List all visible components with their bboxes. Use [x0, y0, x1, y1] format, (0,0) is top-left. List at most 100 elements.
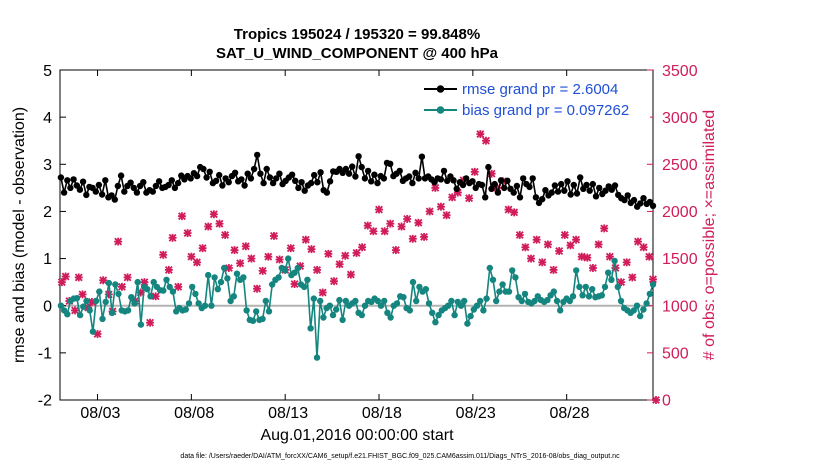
- y-axis-label: rmse and bias (model - observation): [11, 107, 28, 363]
- rmse-point: [570, 181, 577, 189]
- rmse-point: [501, 184, 508, 192]
- bias-point: [291, 269, 298, 276]
- bias-point: [358, 311, 365, 319]
- rmse-point: [504, 177, 511, 184]
- obs-assimilated-point: [465, 194, 474, 203]
- rmse-point: [57, 174, 65, 181]
- rmse-point: [317, 169, 324, 176]
- rmse-point: [459, 181, 467, 189]
- bias-point: [115, 290, 122, 298]
- obs-assimilated-point: [363, 221, 372, 230]
- rmse-point: [149, 188, 156, 195]
- bias-point: [304, 276, 311, 283]
- obs-assimilated-point: [269, 231, 278, 240]
- data-file-footnote: data file: /Users/raeder/DAI/ATM_forcXX/…: [180, 453, 620, 460]
- bias-point: [553, 297, 561, 305]
- rmse-point: [554, 188, 562, 195]
- bias-point: [182, 306, 189, 313]
- bias-point: [112, 281, 119, 288]
- rmse-point: [298, 179, 305, 186]
- bias-point: [633, 302, 641, 309]
- obs-assimilated-point: [74, 273, 83, 282]
- obs-assimilated-point: [198, 244, 207, 253]
- rmse-point: [361, 175, 369, 182]
- bias-point: [89, 328, 97, 335]
- obs-assimilated-point: [164, 265, 173, 274]
- rmse-point: [611, 182, 619, 189]
- bias-point: [150, 278, 157, 286]
- obs-assimilated-point: [221, 231, 230, 239]
- rmse-point: [314, 179, 321, 186]
- rmse-point: [168, 177, 175, 184]
- rmse-point: [114, 182, 122, 190]
- bias-point: [301, 283, 308, 291]
- obs-assimilated-point: [78, 290, 87, 299]
- bias-point: [163, 276, 170, 283]
- bias-point: [131, 300, 138, 307]
- rmse-point: [437, 176, 445, 183]
- bias-point: [294, 264, 301, 272]
- rmse-point: [247, 175, 255, 182]
- obs-assimilated-point: [436, 202, 445, 211]
- bias-point: [467, 312, 474, 320]
- rmse-point: [95, 181, 103, 189]
- rmse-point: [121, 188, 128, 195]
- bias-point: [579, 292, 586, 299]
- obs-assimilated-point: [352, 248, 361, 257]
- obs-assimilated-point: [369, 227, 378, 236]
- bias-point: [608, 276, 615, 283]
- bias-series: [57, 255, 657, 361]
- obs-assimilated-point: [652, 396, 660, 404]
- obs-assimilated-point: [204, 222, 213, 231]
- rmse-point: [630, 196, 638, 204]
- y-tick-label: 4: [43, 110, 52, 127]
- rmse-point: [482, 194, 489, 201]
- rmse-point: [624, 192, 631, 199]
- y-right-tick-label: 1000: [662, 298, 698, 315]
- rmse-point: [592, 193, 600, 200]
- bias-point: [422, 286, 429, 293]
- obs-assimilated-point: [117, 282, 126, 291]
- chart-subtitle: SAT_U_WIND_COMPONENT @ 400 hPa: [216, 45, 499, 62]
- obs-assimilated-point: [61, 272, 70, 281]
- rmse-point: [577, 174, 584, 181]
- obs-assimilated-point: [572, 235, 581, 244]
- rmse-point: [526, 183, 533, 191]
- chart-title: Tropics 195024 / 195320 = 99.848%: [234, 26, 480, 43]
- obs-assimilated-point: [588, 264, 597, 272]
- rmse-point: [529, 175, 536, 182]
- x-tick-label: 08/28: [549, 405, 589, 422]
- bias-point: [249, 317, 257, 324]
- rmse-point: [539, 196, 546, 203]
- bias-point: [617, 297, 625, 305]
- bias-point: [512, 274, 519, 281]
- y-right-tick-label: 3500: [662, 63, 698, 80]
- bias-point: [569, 293, 577, 300]
- y-tick-label: 1: [43, 251, 52, 268]
- obs-assimilated-point: [532, 235, 541, 244]
- bias-point: [451, 311, 458, 319]
- obs-assimilated-point: [605, 252, 614, 261]
- bias-point: [531, 297, 538, 305]
- y-tick-label: 3: [43, 157, 52, 174]
- y-axis-left: -2 -1 0 1 2 3 4 5: [38, 63, 52, 410]
- obs-assimilated-point: [341, 251, 350, 260]
- x-axis-label: Aug.01,2016 00:00:00 start: [260, 427, 454, 444]
- obs-assimilated-point: [264, 252, 273, 261]
- bias-point: [64, 311, 71, 318]
- rmse-point: [238, 176, 245, 183]
- rmse-point: [440, 167, 448, 175]
- rmse-point: [355, 153, 362, 160]
- bias-point: [445, 302, 452, 309]
- bias-point: [377, 302, 385, 309]
- obs-assimilated-point: [397, 222, 406, 231]
- rmse-point: [406, 173, 413, 180]
- y-tick-label: 2: [43, 204, 52, 221]
- bias-point: [275, 274, 282, 281]
- obs-assimilated-point: [622, 258, 631, 267]
- bias-point: [86, 307, 93, 314]
- bias-point: [643, 300, 650, 307]
- rmse-point: [567, 191, 574, 198]
- bias-point: [317, 297, 324, 305]
- bias-point: [637, 312, 644, 320]
